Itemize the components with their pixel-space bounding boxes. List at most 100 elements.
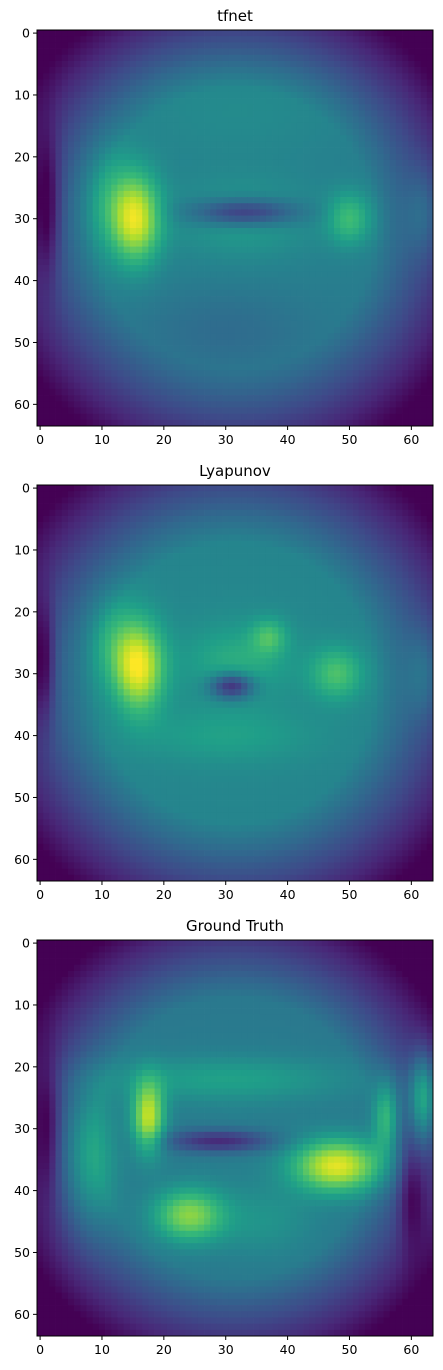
heatmap-cell bbox=[334, 553, 341, 560]
heatmap-cell bbox=[340, 159, 347, 167]
heatmap-cell bbox=[321, 395, 329, 402]
heatmap-cell bbox=[160, 178, 168, 186]
heatmap-cell bbox=[216, 197, 223, 204]
heatmap-cell bbox=[111, 509, 118, 517]
heatmap-cell bbox=[86, 116, 94, 124]
heatmap-cell bbox=[92, 277, 100, 285]
heatmap-cell bbox=[67, 42, 75, 49]
heatmap-cell bbox=[136, 209, 143, 216]
heatmap-cell bbox=[160, 221, 168, 229]
heatmap-cell bbox=[315, 339, 322, 346]
heatmap-cell bbox=[179, 98, 186, 105]
heatmap-cell bbox=[377, 129, 384, 136]
heatmap-cell bbox=[105, 413, 112, 421]
heatmap-cell bbox=[340, 327, 347, 334]
heatmap-cell bbox=[371, 209, 378, 216]
heatmap-cell bbox=[197, 221, 205, 229]
heatmap-cell bbox=[253, 339, 261, 346]
heatmap-cell bbox=[315, 252, 322, 260]
heatmap-cell bbox=[259, 184, 267, 192]
heatmap-cell bbox=[402, 401, 409, 408]
heatmap-cell bbox=[136, 314, 143, 322]
heatmap-cell bbox=[67, 98, 75, 105]
heatmap-cell bbox=[241, 485, 248, 492]
heatmap-cell bbox=[197, 283, 205, 291]
heatmap-cell bbox=[272, 382, 279, 390]
heatmap-cell bbox=[166, 407, 174, 414]
heatmap-cell bbox=[43, 503, 50, 511]
heatmap-cell bbox=[303, 36, 310, 43]
heatmap-cell bbox=[309, 522, 316, 529]
heatmap-cell bbox=[74, 320, 81, 328]
heatmap-cell bbox=[55, 485, 63, 492]
heatmap-cell bbox=[241, 333, 248, 340]
heatmap-cell bbox=[377, 522, 384, 529]
heatmap-cell bbox=[414, 73, 421, 80]
heatmap-cell bbox=[290, 283, 298, 291]
heatmap-cell bbox=[204, 215, 211, 223]
heatmap-cell bbox=[191, 320, 199, 328]
heatmap-cell bbox=[377, 333, 384, 340]
heatmap-cell bbox=[364, 104, 372, 111]
heatmap-cell bbox=[272, 221, 279, 229]
heatmap-cell bbox=[389, 135, 397, 142]
heatmap-cell bbox=[179, 252, 186, 260]
heatmap-cell bbox=[272, 184, 279, 192]
heatmap-cell bbox=[166, 376, 174, 384]
heatmap-cell bbox=[253, 54, 261, 62]
heatmap-cell bbox=[315, 73, 322, 80]
heatmap-cell bbox=[92, 54, 100, 62]
heatmap-cell bbox=[117, 178, 124, 186]
heatmap-cell bbox=[61, 141, 69, 148]
heatmap-cell bbox=[136, 528, 143, 535]
heatmap-cell bbox=[315, 48, 322, 56]
heatmap-cell bbox=[123, 376, 131, 384]
heatmap-cell bbox=[395, 388, 403, 396]
heatmap-cell bbox=[383, 345, 391, 353]
heatmap-cell bbox=[98, 565, 106, 572]
heatmap-cell bbox=[334, 116, 341, 124]
heatmap-cell bbox=[383, 73, 391, 80]
heatmap-cell bbox=[136, 296, 143, 303]
heatmap-cell bbox=[278, 60, 285, 68]
heatmap-cell bbox=[49, 308, 56, 315]
heatmap-cell bbox=[204, 357, 211, 365]
heatmap-cell bbox=[204, 98, 211, 105]
heatmap-cell bbox=[395, 203, 403, 210]
heatmap-cell bbox=[92, 376, 100, 384]
heatmap-cell bbox=[92, 289, 100, 297]
heatmap-cell bbox=[352, 42, 360, 49]
heatmap-cell bbox=[74, 540, 81, 548]
heatmap-cell bbox=[61, 79, 69, 87]
heatmap-cell bbox=[284, 110, 292, 117]
heatmap-cell bbox=[136, 515, 143, 523]
heatmap-cell bbox=[43, 407, 50, 414]
heatmap-cell bbox=[408, 122, 415, 130]
heatmap-cell bbox=[148, 252, 155, 260]
heatmap-cell bbox=[197, 178, 205, 186]
heatmap-cell bbox=[247, 277, 254, 285]
heatmap-cell bbox=[235, 122, 242, 130]
heatmap-cell bbox=[247, 252, 254, 260]
heatmap-cell bbox=[210, 376, 217, 384]
heatmap-cell bbox=[253, 159, 261, 167]
heatmap-cell bbox=[49, 85, 56, 93]
heatmap-cell bbox=[259, 197, 267, 204]
heatmap-cell bbox=[43, 357, 50, 365]
heatmap-cell bbox=[61, 419, 69, 427]
heatmap-cell bbox=[253, 540, 261, 548]
heatmap-cell bbox=[43, 388, 50, 396]
heatmap-cell bbox=[74, 327, 81, 334]
heatmap-cell bbox=[358, 67, 366, 74]
heatmap-cell bbox=[98, 407, 106, 414]
heatmap-cell bbox=[55, 190, 63, 198]
heatmap-cell bbox=[272, 357, 279, 365]
heatmap-cell bbox=[43, 60, 50, 68]
heatmap-cell bbox=[86, 491, 94, 498]
heatmap-cell bbox=[49, 413, 56, 421]
heatmap-cell bbox=[389, 283, 397, 291]
heatmap-cell bbox=[358, 271, 366, 278]
heatmap-cell bbox=[426, 129, 434, 136]
heatmap-cell bbox=[241, 265, 248, 272]
heatmap-cell bbox=[334, 503, 341, 511]
